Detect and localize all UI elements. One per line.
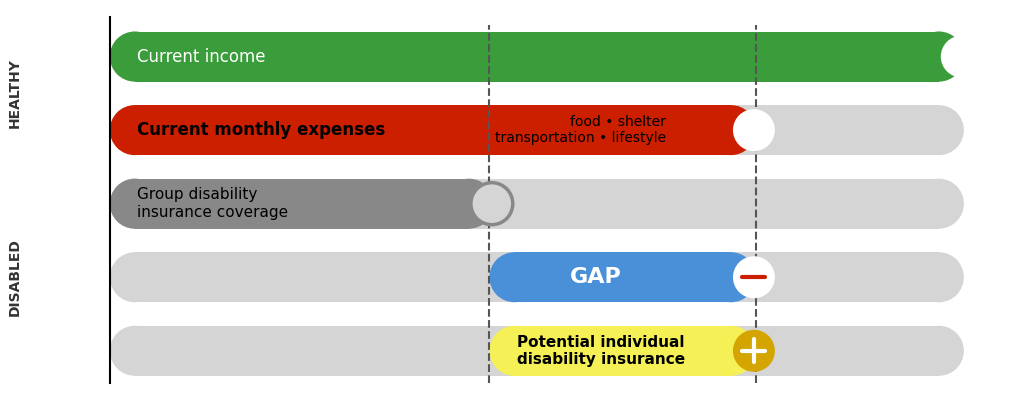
Text: Group disability
insurance coverage: Group disability insurance coverage (137, 188, 288, 220)
FancyBboxPatch shape (135, 105, 939, 155)
FancyBboxPatch shape (135, 179, 469, 229)
Ellipse shape (733, 330, 775, 372)
Ellipse shape (914, 32, 964, 82)
Ellipse shape (707, 326, 756, 376)
FancyBboxPatch shape (514, 252, 731, 302)
Ellipse shape (914, 32, 964, 82)
Text: Potential individual
disability insurance: Potential individual disability insuranc… (516, 334, 685, 367)
Ellipse shape (110, 326, 160, 376)
Ellipse shape (471, 183, 513, 225)
FancyBboxPatch shape (135, 32, 939, 82)
Ellipse shape (941, 36, 983, 78)
Text: Current monthly expenses: Current monthly expenses (137, 121, 385, 139)
Ellipse shape (110, 179, 160, 229)
Ellipse shape (914, 252, 964, 302)
Text: GAP: GAP (569, 267, 622, 287)
Ellipse shape (489, 326, 540, 376)
Ellipse shape (914, 179, 964, 229)
Text: food • shelter
transportation • lifestyle: food • shelter transportation • lifestyl… (495, 115, 666, 145)
Ellipse shape (489, 252, 540, 302)
FancyBboxPatch shape (135, 105, 731, 155)
Ellipse shape (110, 32, 160, 82)
Ellipse shape (110, 32, 160, 82)
Ellipse shape (707, 105, 756, 155)
Text: DISABLED: DISABLED (8, 238, 22, 316)
Text: Current income: Current income (137, 48, 265, 66)
Ellipse shape (110, 179, 160, 229)
Ellipse shape (110, 252, 160, 302)
Ellipse shape (110, 105, 160, 155)
Ellipse shape (733, 256, 775, 298)
FancyBboxPatch shape (514, 326, 731, 376)
Ellipse shape (110, 105, 160, 155)
FancyBboxPatch shape (135, 32, 939, 82)
Ellipse shape (914, 105, 964, 155)
Ellipse shape (733, 109, 775, 151)
FancyBboxPatch shape (135, 252, 939, 302)
Ellipse shape (444, 179, 494, 229)
FancyBboxPatch shape (135, 179, 939, 229)
Ellipse shape (707, 252, 756, 302)
Text: HEALTHY: HEALTHY (8, 58, 22, 128)
Ellipse shape (914, 326, 964, 376)
FancyBboxPatch shape (135, 326, 939, 376)
